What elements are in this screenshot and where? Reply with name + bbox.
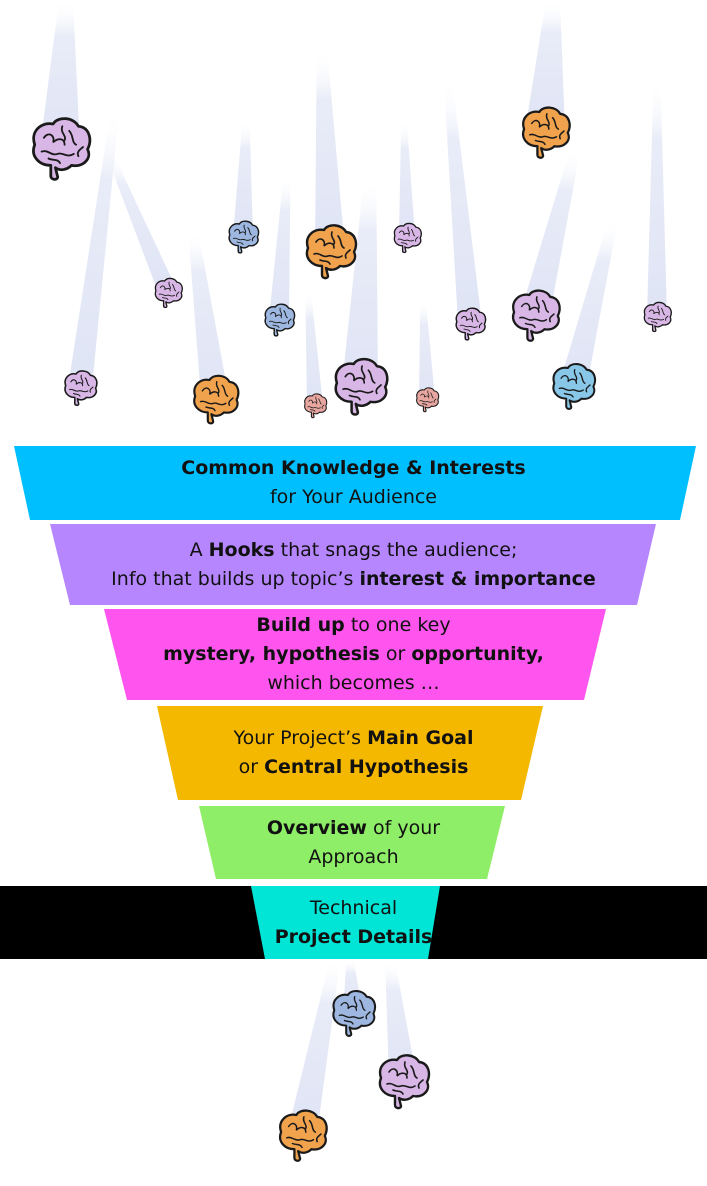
emphasis-text: Hooks <box>208 538 275 561</box>
light-beam <box>559 220 618 385</box>
emphasis-text: Overview <box>266 816 367 839</box>
brain-icon <box>264 303 296 337</box>
band-label-line: Project Details <box>0 923 707 952</box>
emphasis-text: Build up <box>256 614 345 636</box>
band-label-main-goal: Your Project’s Main Goal or Central Hypot… <box>0 724 707 782</box>
label-text: that snags the audience; <box>274 538 518 561</box>
brain-icon <box>511 289 561 342</box>
light-beam <box>104 150 178 292</box>
light-beam <box>233 120 253 236</box>
label-text: Approach <box>308 845 399 868</box>
brain-icon <box>378 1054 431 1110</box>
band-label-overview: Overview of your Approach <box>0 814 707 872</box>
band-build-up <box>104 609 606 700</box>
light-beam <box>525 0 565 131</box>
label-text: to one key <box>344 614 451 636</box>
label-text: Technical <box>309 896 398 919</box>
band-label-build-up: Build up to one key mystery, hypothesis o… <box>0 611 707 698</box>
band-label-hooks: A Hooks that snags the audience; Info tha… <box>0 536 707 594</box>
emphasis-text: Project Details <box>274 925 433 948</box>
brain-icon <box>552 363 597 410</box>
brain-icon <box>305 224 358 280</box>
light-beam <box>342 180 378 385</box>
band-hooks <box>50 524 656 605</box>
light-beam <box>305 290 323 405</box>
band-label-line: Approach <box>0 843 707 872</box>
light-beam <box>40 0 80 147</box>
band-main-goal <box>157 706 543 800</box>
light-beam <box>647 80 667 316</box>
band-label-technical: Technical Project Details <box>0 894 707 952</box>
light-beam <box>385 960 417 1080</box>
light-beam <box>399 120 415 237</box>
band-label-line: Info that builds up topic’s interest & i… <box>0 565 707 594</box>
band-label-line: Technical <box>0 894 707 923</box>
emphasis-text: Common Knowledge & Interests <box>181 457 526 479</box>
emphasis-text: Central Hypothesis <box>264 756 469 778</box>
label-text: Info that builds up topic’s <box>111 567 360 590</box>
label-text: or <box>238 756 265 778</box>
brain-icon <box>278 1109 328 1162</box>
brain-icon <box>228 220 260 254</box>
band-label-line: A Hooks that snags the audience; <box>0 536 707 565</box>
band-label-line: Build up to one key <box>0 611 707 640</box>
label-text: for Your Audience <box>269 486 437 508</box>
brain-icon <box>193 374 240 425</box>
band-label-line: which becomes … <box>0 669 707 698</box>
emphasis-text: opportunity, <box>411 643 544 665</box>
band-label-line: Your Project’s Main Goal <box>0 724 707 753</box>
band-label-line: or Central Hypothesis <box>0 753 707 782</box>
light-beam <box>188 230 229 398</box>
brain-icon <box>416 387 440 413</box>
brain-icon <box>32 117 92 181</box>
band-label-common-knowledge: Common Knowledge & Interests for Your Aud… <box>0 454 707 512</box>
brain-icon <box>393 222 422 254</box>
funnel-bands <box>14 446 696 959</box>
light-beam <box>287 960 341 1134</box>
band-common-knowledge <box>14 446 696 520</box>
brain-icon <box>643 301 672 333</box>
band-overview <box>199 806 505 879</box>
emphasis-text: mystery, hypothesis <box>163 643 380 665</box>
light-beams <box>40 0 667 1134</box>
emphasis-text: Main Goal <box>367 727 474 749</box>
brain-icon <box>334 357 389 416</box>
brain-icon <box>304 393 328 419</box>
light-beam <box>68 110 120 387</box>
light-beam <box>419 300 435 399</box>
label-text: Your Project’s <box>233 727 368 749</box>
brain-icon <box>521 106 571 159</box>
light-beam <box>269 175 291 319</box>
brain-icon <box>332 990 377 1037</box>
emphasis-text: interest & importance <box>359 567 596 590</box>
band-label-line: Common Knowledge & Interests <box>0 454 707 483</box>
band-technical <box>251 886 440 959</box>
brain-icon <box>64 370 98 407</box>
light-beam <box>315 50 345 250</box>
label-text: or <box>379 643 412 665</box>
brain-icon <box>154 277 183 309</box>
light-beam <box>443 80 482 323</box>
label-text: which becomes … <box>267 672 440 694</box>
brain-icon <box>455 307 487 341</box>
label-text: A <box>189 538 209 561</box>
band-label-line: mystery, hypothesis or opportunity, <box>0 640 707 669</box>
band-label-line: Overview of your <box>0 814 707 843</box>
light-beam <box>520 150 581 314</box>
label-text: of your <box>367 816 441 839</box>
band-label-line: for Your Audience <box>0 483 707 512</box>
